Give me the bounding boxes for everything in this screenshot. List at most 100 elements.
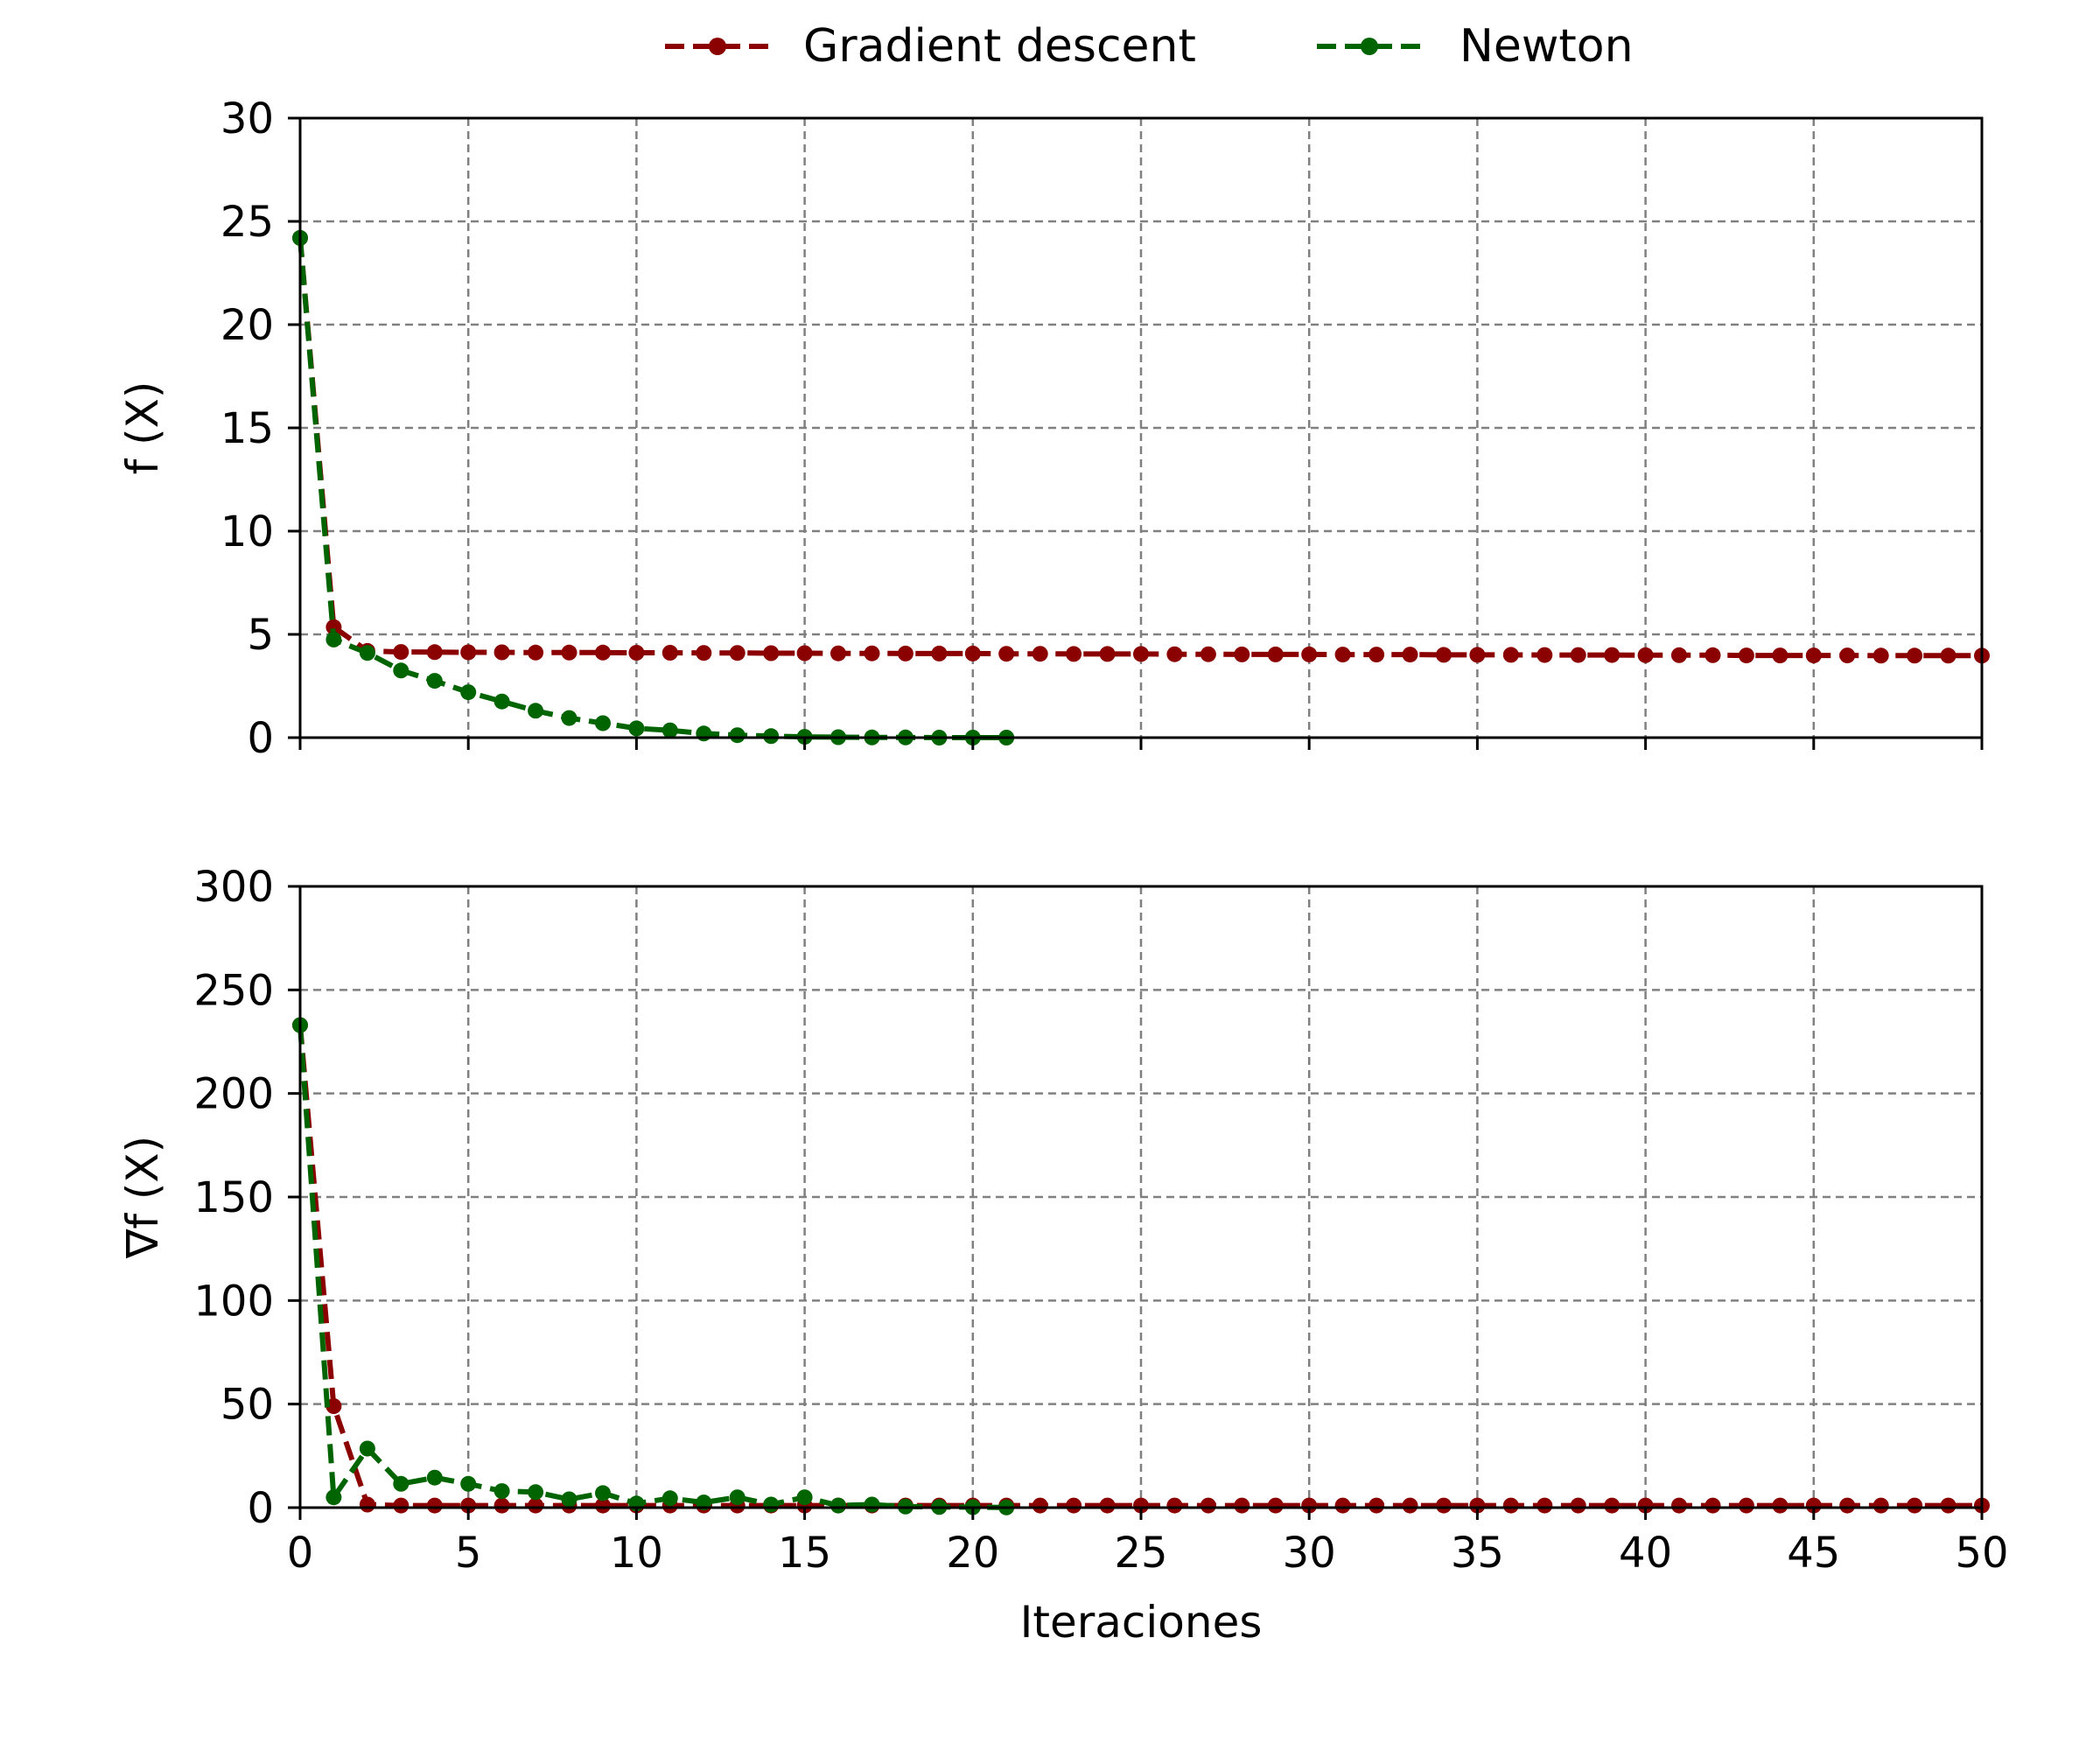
data-point-newton bbox=[729, 727, 746, 744]
data-point-newton bbox=[494, 693, 510, 710]
data-point-gradient-descent bbox=[964, 645, 981, 662]
data-point-newton bbox=[729, 1489, 746, 1506]
ticks-gradient: 0 5 10 15 20 25 30 35 40 45 50 0 50 100 150 200 250 300 bbox=[193, 863, 2008, 1578]
data-point-gradient-descent bbox=[1738, 648, 1754, 664]
data-point-gradient-descent bbox=[1301, 1497, 1318, 1514]
data-point-newton bbox=[763, 1496, 780, 1513]
data-point-gradient-descent bbox=[998, 646, 1015, 662]
legend-entry-gradient-descent: Gradient descent bbox=[665, 20, 1196, 73]
data-point-gradient-descent bbox=[1133, 1497, 1149, 1514]
x-tick-label: 30 bbox=[1283, 1529, 1336, 1578]
data-point-newton bbox=[662, 722, 678, 738]
data-point-newton bbox=[528, 703, 544, 719]
x-tick-label: 0 bbox=[287, 1529, 314, 1578]
y-tick-label: 10 bbox=[220, 508, 274, 556]
data-point-gradient-descent bbox=[1469, 1497, 1486, 1514]
data-point-newton bbox=[359, 1440, 375, 1457]
data-point-newton bbox=[426, 1469, 443, 1486]
data-point-gradient-descent bbox=[1704, 647, 1721, 663]
subplot-function-value: 0 5 10 15 20 25 30 f (X) bbox=[117, 94, 1990, 763]
x-tick-label: 15 bbox=[778, 1529, 831, 1578]
data-point-gradient-descent bbox=[1032, 1497, 1048, 1514]
data-point-newton bbox=[662, 1490, 678, 1507]
data-point-newton bbox=[393, 662, 410, 679]
y-tick-label: 0 bbox=[247, 714, 274, 763]
y-tick-label: 200 bbox=[193, 1070, 274, 1119]
data-point-gradient-descent bbox=[1200, 646, 1216, 662]
grid-function-value bbox=[300, 118, 1982, 738]
data-point-newton bbox=[393, 1475, 410, 1492]
x-tick-label: 20 bbox=[946, 1529, 999, 1578]
data-point-gradient-descent bbox=[1267, 646, 1284, 662]
legend-marker-gradient-descent bbox=[709, 38, 726, 55]
data-point-gradient-descent bbox=[1502, 647, 1519, 663]
legend-entry-newton: Newton bbox=[1317, 20, 1634, 73]
legend-label-newton: Newton bbox=[1460, 20, 1634, 73]
data-point-gradient-descent bbox=[1066, 646, 1082, 662]
data-point-gradient-descent bbox=[1234, 1497, 1250, 1514]
data-point-gradient-descent bbox=[1738, 1497, 1754, 1514]
data-point-gradient-descent bbox=[1604, 1497, 1620, 1514]
y-tick-label: 150 bbox=[193, 1173, 274, 1222]
data-point-newton bbox=[326, 1489, 342, 1506]
x-tick-label: 5 bbox=[455, 1529, 482, 1578]
data-point-newton bbox=[528, 1484, 544, 1501]
data-point-gradient-descent bbox=[1637, 647, 1654, 663]
data-point-newton bbox=[796, 1489, 813, 1506]
data-point-newton bbox=[595, 1485, 611, 1502]
y-tick-label: 30 bbox=[220, 94, 274, 144]
data-point-gradient-descent bbox=[662, 645, 678, 661]
data-point-gradient-descent bbox=[1436, 647, 1452, 663]
data-point-gradient-descent bbox=[1805, 1497, 1822, 1514]
data-point-gradient-descent bbox=[1502, 1497, 1519, 1514]
data-point-gradient-descent bbox=[729, 645, 746, 662]
data-point-gradient-descent bbox=[460, 644, 477, 661]
data-point-gradient-descent bbox=[1536, 1497, 1553, 1514]
series-line-newton bbox=[298, 237, 1007, 740]
data-point-gradient-descent bbox=[1604, 647, 1620, 663]
data-point-gradient-descent bbox=[460, 1497, 477, 1514]
data-point-gradient-descent bbox=[393, 1497, 410, 1514]
x-tick-label: 50 bbox=[1955, 1529, 2008, 1578]
data-point-gradient-descent bbox=[1772, 1497, 1788, 1514]
data-point-gradient-descent bbox=[1907, 1497, 1923, 1514]
series-group-gradient bbox=[292, 1017, 1990, 1516]
data-point-gradient-descent bbox=[830, 645, 846, 662]
data-point-gradient-descent bbox=[1469, 647, 1486, 663]
data-point-newton bbox=[460, 1475, 477, 1492]
y-tick-label: 25 bbox=[220, 198, 274, 247]
data-point-gradient-descent bbox=[1368, 647, 1385, 663]
data-point-gradient-descent bbox=[393, 644, 410, 661]
legend-marker-newton bbox=[1361, 38, 1378, 55]
data-point-newton bbox=[864, 1496, 880, 1513]
data-point-gradient-descent bbox=[359, 1496, 375, 1513]
data-point-gradient-descent bbox=[1805, 648, 1822, 664]
data-point-newton bbox=[830, 1497, 846, 1514]
x-tick-label: 45 bbox=[1787, 1529, 1840, 1578]
x-tick-label: 25 bbox=[1114, 1529, 1167, 1578]
data-point-gradient-descent bbox=[561, 644, 578, 661]
data-point-gradient-descent bbox=[1570, 647, 1586, 663]
data-point-gradient-descent bbox=[696, 645, 712, 662]
data-point-gradient-descent bbox=[897, 645, 914, 662]
data-point-newton bbox=[326, 631, 342, 648]
data-point-gradient-descent bbox=[1099, 1497, 1116, 1514]
data-point-newton bbox=[561, 710, 578, 726]
data-point-gradient-descent bbox=[1772, 648, 1788, 664]
data-point-newton bbox=[628, 720, 645, 737]
data-point-gradient-descent bbox=[1436, 1497, 1452, 1514]
data-point-gradient-descent bbox=[1637, 1497, 1654, 1514]
x-tick-label: 40 bbox=[1619, 1529, 1672, 1578]
data-point-gradient-descent bbox=[1200, 1497, 1216, 1514]
y-axis-label-gradient: ∇f (X) bbox=[117, 1136, 168, 1259]
data-point-newton bbox=[426, 673, 443, 690]
legend: Gradient descent Newton bbox=[665, 20, 1634, 73]
data-point-gradient-descent bbox=[1301, 646, 1318, 662]
data-point-gradient-descent bbox=[1032, 646, 1048, 662]
data-point-gradient-descent bbox=[426, 1497, 443, 1514]
data-point-gradient-descent bbox=[1570, 1497, 1586, 1514]
data-point-gradient-descent bbox=[1099, 646, 1116, 662]
data-point-gradient-descent bbox=[1704, 1497, 1721, 1514]
data-point-gradient-descent bbox=[1536, 647, 1553, 663]
